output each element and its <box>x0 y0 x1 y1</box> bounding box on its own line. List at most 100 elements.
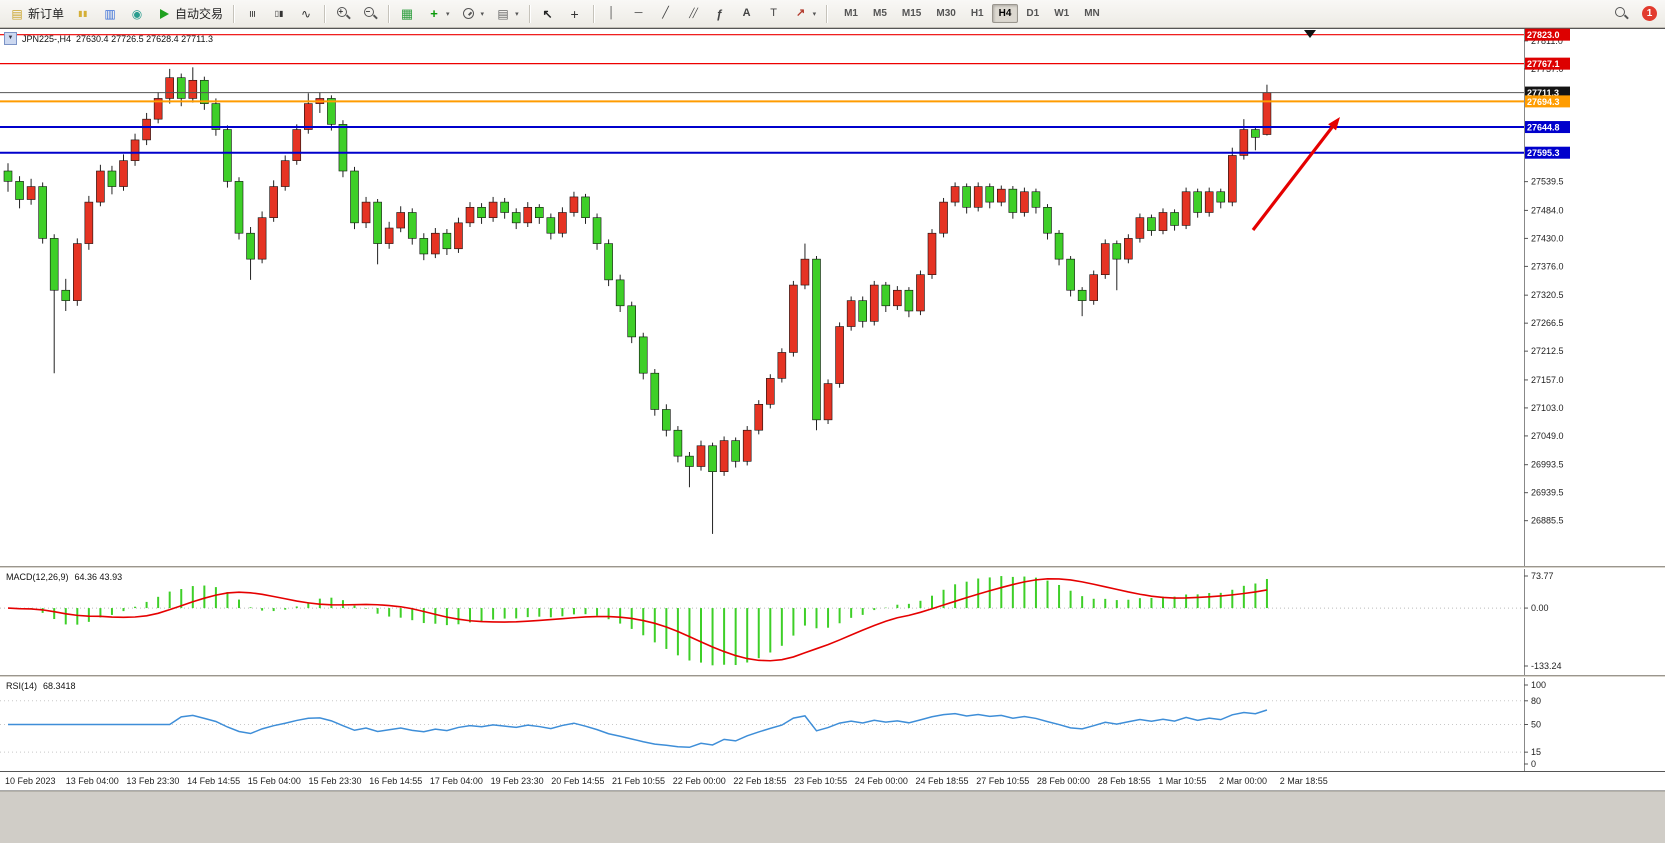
time-axis: 10 Feb 2023 13 Feb 04:00 13 Feb 23:30 14 Fe… <box>5 776 1328 786</box>
timeframe-m5-button[interactable]: M5 <box>866 4 894 23</box>
candle <box>1239 129 1249 156</box>
arrows-tool-button[interactable]: ▾ <box>788 3 822 25</box>
timeframe-m30-button[interactable]: M30 <box>929 4 962 23</box>
candle <box>477 206 486 218</box>
timeframe-h1-button[interactable]: H1 <box>964 4 991 23</box>
neworder-icon <box>9 6 25 21</box>
timeframe-d1-button[interactable]: D1 <box>1019 4 1046 23</box>
autotrading-button[interactable]: 自动交易 <box>151 3 228 25</box>
candle <box>1204 191 1214 213</box>
candle <box>627 305 637 338</box>
text-label-button[interactable] <box>761 3 787 25</box>
candle <box>96 170 105 203</box>
charts-button[interactable] <box>70 3 96 25</box>
search-button[interactable] <box>1608 3 1634 25</box>
price-label-box <box>1525 95 1570 108</box>
candle <box>615 279 625 307</box>
candle <box>1251 129 1260 138</box>
macd-values: 64.36 43.93 <box>74 572 123 582</box>
candle <box>442 232 452 250</box>
fibo-icon <box>712 6 728 21</box>
timeframe-w1-button[interactable]: W1 <box>1047 4 1076 23</box>
candlestick-chart-button[interactable] <box>266 3 292 25</box>
periods-button[interactable]: ▾ <box>456 3 490 25</box>
toolbar-button-label: 自动交易 <box>175 7 224 21</box>
candle <box>662 409 671 431</box>
navigator-icon <box>129 6 145 21</box>
zoom-in-button[interactable]: + <box>330 3 356 25</box>
dropdown-caret-icon: ▾ <box>812 10 817 18</box>
candle <box>38 186 47 239</box>
candle <box>996 188 1006 203</box>
svg-text:26885.5: 26885.5 <box>1531 516 1564 526</box>
symbol-dropdown-icon[interactable]: ▼ <box>4 32 17 45</box>
candle <box>1158 212 1168 231</box>
templates-button[interactable]: ▾ <box>490 3 524 25</box>
price-label-box <box>1525 146 1570 159</box>
candle <box>1077 289 1087 301</box>
svg-text:2 Mar 18:55: 2 Mar 18:55 <box>1280 776 1328 786</box>
indicators-button[interactable]: ▾ <box>421 3 455 25</box>
candle <box>696 445 706 467</box>
tile-windows-button[interactable] <box>394 3 420 25</box>
timeframe-m1-button[interactable]: M1 <box>837 4 865 23</box>
equidistant-channel-button[interactable] <box>680 3 706 25</box>
bar-chart-button[interactable] <box>239 3 265 25</box>
svg-text:26993.5: 26993.5 <box>1531 460 1564 470</box>
candle <box>581 196 590 218</box>
cursor-button[interactable] <box>535 3 561 25</box>
svg-text:27595.3: 27595.3 <box>1527 148 1560 158</box>
ohlc-label: 27630.4 27726.5 27628.4 27711.3 <box>76 33 213 44</box>
text-tool-button[interactable] <box>734 3 760 25</box>
svg-text:27212.5: 27212.5 <box>1531 346 1564 356</box>
label-icon <box>766 6 782 21</box>
notification-badge[interactable]: 1 <box>1642 6 1657 21</box>
trend-arrow-annotation <box>1251 117 1340 231</box>
toolbar-separator <box>592 4 594 23</box>
line-chart-button[interactable] <box>293 3 319 25</box>
candle <box>939 201 948 234</box>
vertical-line-button[interactable] <box>599 3 625 25</box>
svg-text:1 Mar 10:55: 1 Mar 10:55 <box>1158 776 1206 786</box>
horizontal-line-button[interactable] <box>626 3 652 25</box>
timeframe-m15-button[interactable]: M15 <box>895 4 928 23</box>
fibonacci-button[interactable] <box>707 3 733 25</box>
svg-text:27823.0: 27823.0 <box>1527 30 1560 40</box>
market-watch-button[interactable] <box>97 3 123 25</box>
rsi-title: RSI(14) <box>6 681 38 691</box>
price-axis: 27811.027757.027539.527484.027430.027376… <box>1524 28 1570 526</box>
candle <box>973 186 983 208</box>
price-label-box <box>1525 57 1570 70</box>
new-order-button[interactable]: 新订单 <box>4 3 69 25</box>
candle <box>1170 212 1179 226</box>
navigator-button[interactable] <box>124 3 150 25</box>
search-icon <box>1613 6 1629 21</box>
candle <box>858 300 868 322</box>
candle <box>881 284 891 307</box>
zoomin-icon: + <box>335 6 351 21</box>
price-chart[interactable]: 27811.027757.027539.527484.027430.027376… <box>0 0 1665 791</box>
trendline-button[interactable] <box>653 3 679 25</box>
candle <box>1228 155 1237 203</box>
crosshair-button[interactable] <box>562 3 588 25</box>
timeframe-h4-button[interactable]: H4 <box>991 4 1019 23</box>
candle <box>1020 191 1029 213</box>
svg-text:27103.0: 27103.0 <box>1531 403 1564 413</box>
candle <box>61 289 71 301</box>
zoom-out-button[interactable]: − <box>357 3 383 25</box>
svg-text:27811.0: 27811.0 <box>1531 36 1563 46</box>
bar-position-marker <box>1304 30 1316 38</box>
timeframe-mn-button[interactable]: MN <box>1077 4 1107 23</box>
chart-frame <box>0 28 1665 791</box>
candles-layer <box>3 67 1272 534</box>
candle <box>465 206 475 224</box>
clock-icon <box>461 6 477 21</box>
svg-text:15 Feb 04:00: 15 Feb 04:00 <box>248 776 301 786</box>
candle <box>384 227 394 244</box>
candle <box>800 258 810 286</box>
candle <box>200 79 209 104</box>
svg-text:10 Feb 2023: 10 Feb 2023 <box>5 776 56 786</box>
candle <box>373 201 382 244</box>
candle <box>246 232 255 260</box>
